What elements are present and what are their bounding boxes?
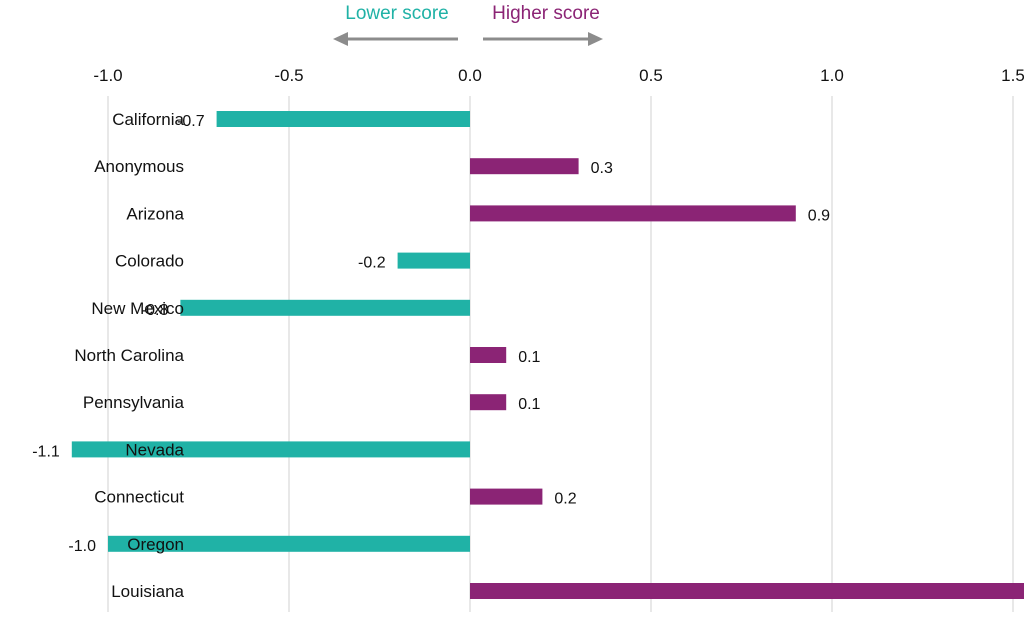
bar <box>470 488 543 505</box>
category-label: Pennsylvania <box>83 393 185 412</box>
x-tick-label: 1.0 <box>820 66 844 85</box>
data-label: -1.0 <box>68 538 96 555</box>
arrow-right-icon <box>483 32 603 46</box>
category-label: California <box>112 110 184 129</box>
category-label: Colorado <box>115 252 184 271</box>
category-label: Nevada <box>125 440 184 459</box>
legend: Lower score Higher score <box>333 3 603 46</box>
data-label: 0.2 <box>554 491 576 508</box>
x-tick-label: 0.5 <box>639 66 663 85</box>
category-label: Arizona <box>126 204 184 223</box>
bar <box>397 252 470 269</box>
bar <box>470 158 579 175</box>
bar <box>216 111 470 127</box>
data-label: 0.9 <box>808 207 830 224</box>
data-label: -1.1 <box>32 443 60 460</box>
data-label: 0.1 <box>518 349 540 366</box>
legend-lower-score: Lower score <box>345 3 449 24</box>
bar <box>470 583 1024 599</box>
data-label: -0.2 <box>358 255 386 272</box>
bar <box>470 347 507 363</box>
x-tick-label: -0.5 <box>274 66 303 85</box>
category-label: New Mexico <box>91 299 184 318</box>
data-label: -0.7 <box>177 113 205 130</box>
data-label: 0.1 <box>518 396 540 413</box>
x-tick-label: 0.0 <box>458 66 482 85</box>
category-label: Oregon <box>127 535 184 554</box>
bar <box>108 535 470 552</box>
data-label: 0.3 <box>591 160 613 177</box>
arrow-left-icon <box>333 32 458 46</box>
category-label: Louisiana <box>111 582 184 601</box>
bars <box>71 111 1024 599</box>
data-labels: -0.70.30.9-0.2-0.80.10.1-1.10.2-1.02.4 <box>32 113 830 555</box>
bar <box>470 394 507 411</box>
category-label: North Carolina <box>74 346 184 365</box>
bar <box>470 205 796 222</box>
category-label: Anonymous <box>94 157 184 176</box>
bar <box>71 441 471 458</box>
category-label: Connecticut <box>94 488 184 507</box>
category-labels: California Anonymous Arizona Colorado New Me… <box>74 110 184 601</box>
x-axis-tick-labels: -1.5-1.0-0.50.00.51.01.52.02.5 <box>93 66 1024 85</box>
x-tick-label: -1.0 <box>93 66 122 85</box>
x-tick-label: 1.5 <box>1001 66 1024 85</box>
data-label: -0.8 <box>141 302 169 319</box>
bar <box>180 299 470 316</box>
legend-higher-score: Higher score <box>492 3 600 24</box>
